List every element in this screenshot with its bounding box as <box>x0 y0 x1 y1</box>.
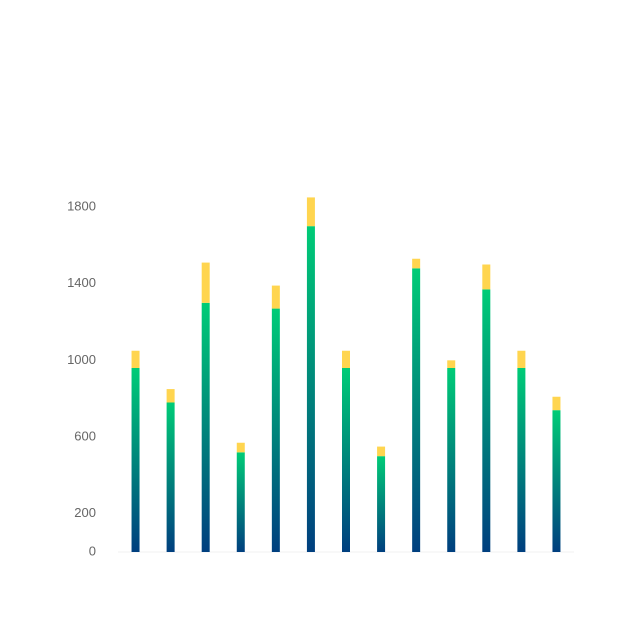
y-tick-label: 1800 <box>67 198 96 213</box>
bar-segment <box>271 285 280 309</box>
bar-segment <box>342 350 350 368</box>
bar-segment <box>131 368 140 552</box>
bar-segment <box>482 264 491 290</box>
y-tick-label: 200 <box>74 505 96 520</box>
bar-segment <box>236 452 245 552</box>
bar-segment <box>306 197 315 227</box>
bar-segment <box>306 226 315 552</box>
bar-segment <box>166 389 175 403</box>
bar-segment <box>552 410 561 552</box>
y-tick-label: 0 <box>89 543 96 558</box>
bar-segment <box>517 368 526 552</box>
y-tick-label: 600 <box>74 428 96 443</box>
y-tick-label: 1000 <box>67 352 96 367</box>
bar-segment <box>342 368 350 552</box>
bar-segment <box>447 360 456 368</box>
bar-segment <box>447 368 456 552</box>
bar-segment <box>131 350 140 368</box>
bar-segment <box>201 262 210 303</box>
bar-segment <box>236 442 245 453</box>
y-tick-label: 1400 <box>67 275 96 290</box>
bar-segment <box>517 350 526 368</box>
bar-segment <box>552 396 561 411</box>
bar-segment <box>412 268 421 552</box>
bar-segment <box>412 258 421 269</box>
bar-segment <box>166 402 175 552</box>
bar-segment <box>482 289 491 552</box>
bar-segment <box>271 308 280 552</box>
bar-segment <box>377 456 386 552</box>
bar-segment <box>201 302 210 552</box>
bar-segment <box>377 446 386 457</box>
